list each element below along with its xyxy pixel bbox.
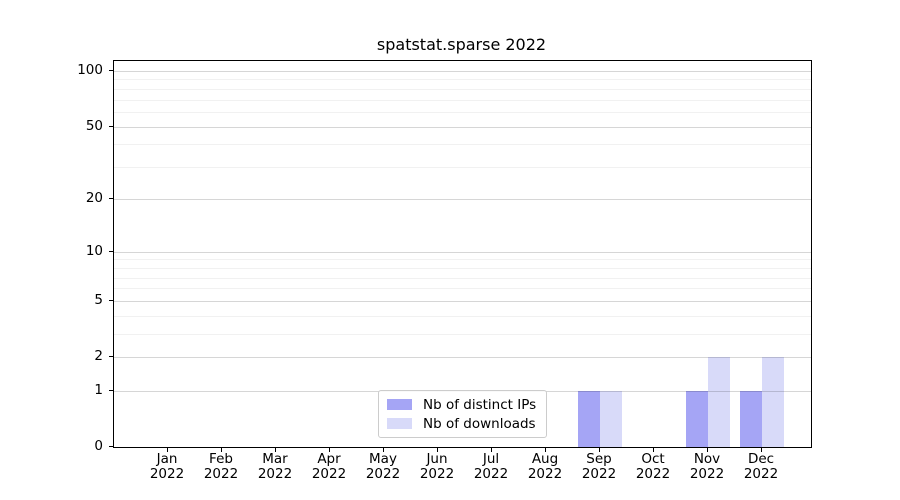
y-tick-label-20: 20 (85, 189, 103, 206)
bar-distinct-ips-sep (578, 390, 600, 447)
x-tick-mark-apr (329, 447, 330, 452)
major-gridline-50 (114, 126, 811, 128)
legend: Nb of distinct IPs Nb of downloads (378, 390, 548, 438)
minor-gridline-9 (114, 259, 811, 261)
x-tick-mark-dec (761, 447, 762, 452)
minor-gridline-8 (114, 267, 811, 269)
legend-label-distinct-ips: Nb of distinct IPs (423, 396, 537, 413)
minor-gridline-90 (114, 79, 811, 81)
minor-gridline-7 (114, 277, 811, 279)
minor-gridline-70 (114, 99, 811, 101)
x-tick-mark-jul (491, 447, 492, 452)
x-tick-label-jan: Jan 2022 (149, 451, 185, 482)
y-tick-label-5: 5 (94, 291, 103, 308)
x-tick-label-sep: Sep 2022 (581, 451, 617, 482)
x-tick-mark-feb (221, 447, 222, 452)
legend-swatch-distinct-ips (387, 399, 412, 410)
legend-item-downloads: Nb of downloads (387, 415, 536, 432)
y-tick-label-10: 10 (85, 242, 103, 259)
major-gridline-100 (114, 70, 811, 72)
chart-title: spatstat.sparse 2022 (376, 35, 547, 54)
legend-item-distinct-ips: Nb of distinct IPs (387, 396, 536, 413)
minor-gridline-4 (114, 315, 811, 317)
major-gridline-20 (114, 198, 811, 200)
bar-distinct-ips-dec (740, 390, 762, 447)
minor-gridline-80 (114, 88, 811, 90)
x-tick-label-mar: Mar 2022 (257, 451, 293, 482)
x-tick-label-oct: Oct 2022 (635, 451, 671, 482)
x-tick-label-nov: Nov 2022 (689, 451, 725, 482)
y-tick-mark-2 (109, 356, 114, 358)
y-tick-mark-1 (109, 389, 114, 391)
minor-gridline-30 (114, 167, 811, 169)
minor-gridline-60 (114, 111, 811, 113)
y-tick-mark-10 (109, 250, 114, 252)
y-tick-label-2: 2 (94, 348, 103, 365)
legend-swatch-downloads (387, 418, 412, 429)
minor-gridline-6 (114, 288, 811, 290)
x-tick-label-aug: Aug 2022 (527, 451, 563, 482)
x-tick-mark-oct (653, 447, 654, 452)
x-tick-label-jul: Jul 2022 (473, 451, 509, 482)
bar-downloads-dec (762, 357, 784, 447)
x-tick-mark-nov (707, 447, 708, 452)
x-tick-mark-sep (599, 447, 600, 452)
y-tick-label-100: 100 (77, 61, 103, 78)
x-tick-label-apr: Apr 2022 (311, 451, 347, 482)
legend-label-downloads: Nb of downloads (423, 415, 536, 432)
x-tick-label-feb: Feb 2022 (203, 451, 239, 482)
bar-distinct-ips-nov (686, 390, 708, 447)
minor-gridline-3 (114, 334, 811, 336)
y-tick-mark-50 (109, 125, 114, 127)
major-gridline-2 (114, 357, 811, 359)
y-tick-mark-20 (109, 197, 114, 199)
major-gridline-5 (114, 300, 811, 302)
y-tick-mark-5 (109, 299, 114, 301)
x-tick-mark-may (383, 447, 384, 452)
x-tick-label-dec: Dec 2022 (743, 451, 779, 482)
y-tick-mark-0 (109, 446, 114, 447)
major-gridline-10 (114, 251, 811, 253)
minor-gridline-40 (114, 144, 811, 146)
x-tick-mark-aug (545, 447, 546, 452)
y-tick-label-1: 1 (94, 381, 103, 398)
bar-downloads-nov (708, 357, 730, 447)
x-tick-mark-jun (437, 447, 438, 452)
plot-area (113, 60, 812, 448)
y-tick-label-50: 50 (85, 117, 103, 134)
y-tick-label-0: 0 (94, 438, 103, 454)
x-tick-mark-mar (275, 447, 276, 452)
bar-downloads-sep (600, 390, 622, 447)
x-tick-mark-jan (167, 447, 168, 452)
y-tick-mark-100 (109, 69, 114, 71)
x-tick-label-jun: Jun 2022 (419, 451, 455, 482)
x-tick-label-may: May 2022 (365, 451, 401, 482)
